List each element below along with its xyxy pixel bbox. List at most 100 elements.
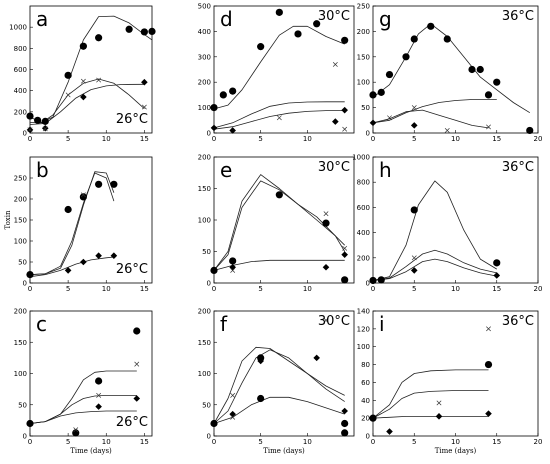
panel-g-diamond-point: [410, 122, 418, 129]
panel-a-diamond-point: [80, 93, 87, 101]
panel-f-diamond-point: [257, 357, 264, 365]
panel-d-circle-point: [275, 8, 283, 16]
panel-f-xtick-label: 0: [212, 438, 216, 446]
panel-d-ytick-label: 200: [198, 79, 211, 87]
panel-g-cross-point: [411, 105, 417, 111]
panel-e-ytick-label: 50: [202, 248, 211, 256]
panel-a-xtick-label: 15: [140, 135, 149, 143]
panel-a-diamond-point: [41, 124, 49, 132]
panel-c-xlabel: Time (days): [70, 447, 112, 455]
panel-a-circle-point: [125, 25, 133, 33]
panel-g-ytick-label: 200: [357, 28, 370, 36]
panel-g-temperature: 36°C: [502, 9, 534, 24]
panel-i-cross-point: [486, 326, 491, 332]
panel-h-diamond-point: [410, 267, 418, 274]
panel-b-circle-point: [110, 180, 118, 188]
panel-b-ytick-label: 0: [23, 280, 27, 288]
panel-i-frame: [372, 310, 539, 437]
panel-i-xtick-label: 0: [371, 438, 375, 446]
panel-f-ytick-label: 0: [207, 433, 211, 441]
panel-a-xtick-label: 0: [28, 135, 32, 143]
panel-c-xtick-label: 0: [28, 438, 32, 446]
panel-c-cross-point: [73, 427, 79, 433]
panel-g-xtick-label: 0: [371, 135, 375, 143]
panel-a-letter: a: [36, 7, 48, 31]
panel-a-cross-point: [80, 78, 86, 84]
panel-a-circle-point: [64, 71, 72, 79]
panel-g-xtick-label: 10: [451, 135, 460, 143]
panel-a-circle-point: [26, 112, 34, 120]
panel-e-ytick-label: 0: [207, 280, 211, 288]
panel-c-circle-point: [72, 429, 80, 437]
panel-a-ytick-label: 1000: [9, 24, 27, 32]
panel-d-diamond-point: [210, 124, 218, 132]
panel-g-ytick-label: 0: [366, 130, 370, 138]
panel-b-diamond-point: [26, 271, 34, 278]
panel-d-model-curve-1: [213, 25, 345, 110]
panel-i-diamond-point: [369, 414, 377, 422]
panel-c-xtick-label: 10: [102, 438, 111, 446]
panel-e-diamond-point: [322, 263, 330, 271]
panel-c-diamond-point: [133, 395, 141, 402]
panel-i-temperature: 36°C: [502, 314, 534, 329]
panel-i-model-curve-2: [372, 390, 489, 419]
panel-b-diamond-point: [110, 252, 118, 259]
panel-f-frame: [213, 310, 355, 437]
panel-g-cross-point: [486, 124, 491, 130]
panel-a-cross-point: [42, 126, 48, 132]
panel-c-letter: c: [36, 312, 47, 336]
panel-g-xtick-label: 20: [534, 135, 543, 143]
panel-g-cross-point: [387, 115, 392, 121]
panel-i-xtick-label: 20: [534, 438, 543, 446]
panel-h-xtick-label: 10: [451, 285, 460, 293]
panel-c-ytick-label: 0: [23, 433, 27, 441]
panel-g-circle-point: [427, 22, 435, 30]
panel-b-ytick-label: 150: [14, 217, 27, 225]
panel-d-cross-point: [276, 115, 282, 121]
panel-g-circle-point: [468, 65, 476, 74]
panel-a-circle-point: [95, 34, 103, 42]
panel-g-circle-point: [377, 88, 385, 96]
panel-c-diamond-point: [95, 403, 102, 410]
panel-i-ytick-label: 20: [361, 415, 370, 423]
panel-d-ytick-label: 400: [198, 28, 211, 36]
panel-f-cross-point: [230, 414, 236, 420]
panel-c-model-curve-2: [29, 394, 137, 424]
panel-b-xtick-label: 5: [66, 285, 70, 293]
panel-f-cross-point: [323, 317, 329, 323]
panel-g-model-curve-2: [372, 99, 497, 124]
panel-g-letter: g: [379, 7, 392, 31]
panel-g-circle-point: [443, 35, 451, 43]
panel-h-ytick-label: 200: [357, 254, 370, 262]
panel-g-ytick-label: 50: [361, 104, 370, 112]
panel-e-circle-point: [275, 191, 283, 199]
panel-c-temperature: 26°C: [116, 415, 148, 430]
panel-a-xtick-label: 10: [102, 135, 111, 143]
panel-c-circle-point: [133, 327, 141, 335]
panel-h-xtick-label: 15: [492, 285, 501, 293]
panel-c-xtick-label: 15: [140, 438, 149, 446]
panel-i-xtick-label: 15: [492, 438, 501, 446]
panel-b-circle-point: [64, 205, 72, 214]
panel-g-ytick-label: 100: [357, 79, 370, 87]
panel-a-ytick-label: 400: [14, 87, 27, 95]
panel-a-circle-point: [41, 117, 49, 125]
panel-g-xtick-label: 5: [412, 135, 416, 143]
panel-e-cross-point: [342, 245, 348, 251]
panel-a-diamond-point: [141, 78, 148, 86]
panel-c-ytick-label: 50: [18, 401, 27, 409]
panel-f-circle-point: [341, 429, 349, 437]
panel-b-diamond-point: [64, 267, 72, 274]
panel-i-ytick-label: 140: [357, 308, 370, 316]
panel-b-ylabel: Toxin: [4, 210, 12, 230]
panel-a-cross-point: [141, 104, 147, 110]
panel-b-ytick-label: 50: [18, 259, 27, 267]
panel-d-diamond-point: [341, 106, 348, 114]
panel-c-circle-point: [95, 377, 103, 385]
panel-g-ytick-label: 250: [357, 3, 370, 11]
panel-b-circle-point: [79, 193, 87, 201]
panel-b-circle-point: [95, 180, 103, 188]
panel-i-ytick-label: 100: [357, 343, 370, 351]
panel-c-cross-point: [134, 361, 140, 367]
